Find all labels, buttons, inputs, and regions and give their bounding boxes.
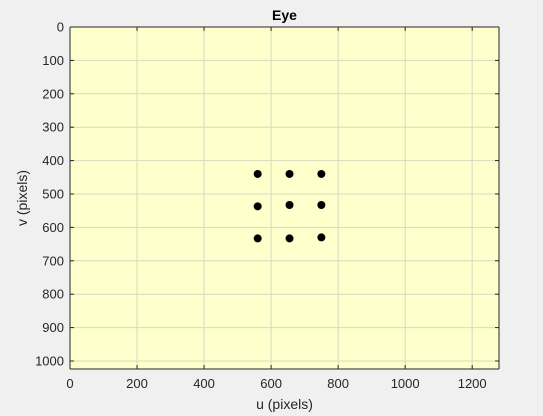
y-tick-label: 100 — [42, 53, 64, 68]
y-tick-label: 400 — [42, 153, 64, 168]
x-tick-label: 1000 — [391, 376, 420, 391]
x-tick-label: 400 — [193, 376, 215, 391]
y-axis-label: v (pixels) — [14, 170, 30, 226]
data-point — [317, 233, 326, 242]
data-point — [253, 234, 262, 243]
x-tick-label: 200 — [126, 376, 148, 391]
x-tick-label: 1200 — [458, 376, 487, 391]
y-tick-label: 200 — [42, 86, 64, 101]
data-point — [285, 201, 294, 210]
y-tick-label: 0 — [57, 20, 64, 35]
axes — [69, 26, 500, 370]
x-axis-label: u (pixels) — [256, 396, 313, 412]
grid-lines — [70, 27, 499, 369]
y-axis-ticks: 0 100 200 300 400 500 600 700 800 900 1000 — [35, 20, 499, 368]
y-tick-label: 500 — [42, 186, 64, 201]
data-point — [285, 169, 294, 178]
y-tick-label: 600 — [42, 220, 64, 235]
x-tick-label: 600 — [260, 376, 282, 391]
data-points — [253, 169, 326, 243]
y-tick-label: 300 — [42, 120, 64, 135]
data-point — [253, 169, 262, 178]
chart-title: Eye — [272, 7, 297, 23]
data-point — [317, 201, 326, 210]
x-tick-label: 0 — [66, 376, 73, 391]
y-tick-label: 800 — [42, 287, 64, 302]
x-axis-ticks: 0 200 400 600 800 1000 1200 — [66, 27, 487, 391]
y-tick-label: 700 — [42, 253, 64, 268]
y-tick-label: 1000 — [35, 353, 64, 368]
data-point — [285, 234, 294, 243]
y-tick-label: 900 — [42, 320, 64, 335]
plot-area[interactable] — [70, 27, 499, 369]
x-tick-label: 800 — [327, 376, 349, 391]
data-point — [253, 202, 262, 211]
data-point — [317, 169, 326, 178]
